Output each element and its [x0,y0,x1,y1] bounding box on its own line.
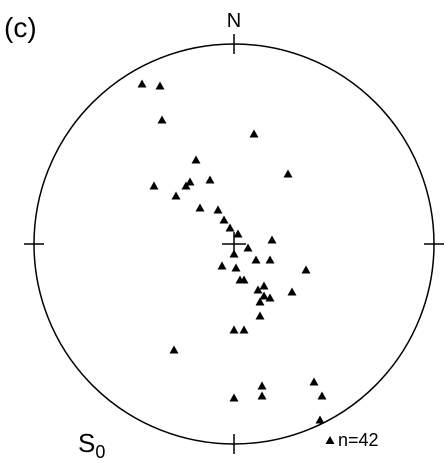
count-label: n=42 [338,430,379,450]
pole-point [301,265,311,274]
pole-point [253,285,263,294]
pole-point [315,415,325,424]
pole-point [191,155,201,164]
pole-point [255,297,265,306]
pole-point [257,381,267,390]
pole-point [239,275,249,284]
pole-point [255,311,265,320]
pole-point [225,223,235,232]
pole-point [219,215,229,224]
pole-point [229,393,239,402]
pole-point [233,229,243,238]
pole-point [229,249,239,258]
pole-point [217,261,227,270]
pole-point [317,391,327,400]
pole-point [171,191,181,200]
pole-point [259,291,269,300]
pole-point [251,255,261,264]
pole-point [309,377,319,386]
pole-point [267,235,277,244]
set-label-subscript: 0 [95,442,105,462]
pole-point [149,181,159,190]
pole-point [157,115,167,124]
pole-point [185,177,195,186]
pole-point [155,81,165,90]
pole-point [257,391,267,400]
pole-point [205,175,215,184]
pole-point [213,205,223,214]
pole-point [229,325,239,334]
pole-point [259,281,269,290]
pole-point [265,293,275,302]
pole-point [169,345,179,354]
pole-point [243,243,253,252]
pole-point [231,263,241,272]
legend-symbol [325,436,335,444]
pole-point [137,79,147,88]
pole-point [283,169,293,178]
set-label-main: S [78,428,95,458]
pole-point [265,255,275,264]
pole-point [249,129,259,138]
panel-label: (c) [4,12,37,43]
set-label: S0 [78,428,105,462]
pole-point [195,203,205,212]
pole-point [239,325,249,334]
north-label: N [227,10,241,32]
pole-point [287,287,297,296]
